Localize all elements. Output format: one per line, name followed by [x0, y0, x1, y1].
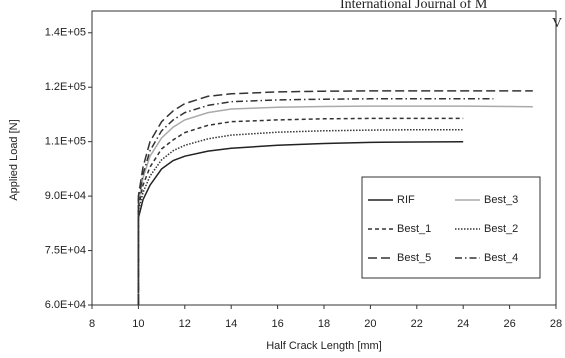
legend-label: RIF	[397, 194, 415, 206]
series-line	[137, 128, 464, 305]
y-tick-label: 1.2E+05	[45, 81, 86, 93]
y-axis-title: Applied Load [N]	[8, 119, 20, 200]
header-text: International Journal of M	[340, 0, 488, 12]
header-fragment: V	[552, 16, 562, 31]
y-tick-label: 6.0E+04	[45, 299, 86, 311]
series-line	[137, 90, 533, 305]
series-line	[137, 140, 464, 305]
legend-label: Best_1	[397, 223, 431, 235]
x-tick-label: 14	[225, 318, 237, 330]
x-tick-label: 8	[89, 318, 95, 330]
x-tick-label: 16	[271, 318, 283, 330]
x-tick-label: 24	[457, 318, 469, 330]
x-tick-label: 20	[364, 318, 376, 330]
legend-label: Best_5	[397, 252, 431, 264]
y-tick-label: 9.0E+04	[45, 190, 86, 202]
x-tick-label: 12	[179, 318, 191, 330]
x-tick-label: 10	[132, 318, 144, 330]
x-axis-title: Half Crack Length [mm]	[266, 340, 382, 352]
x-tick-label: 18	[318, 318, 330, 330]
y-tick-label: 1.4E+05	[45, 27, 86, 39]
series-line	[137, 105, 533, 305]
y-tick-label: 1.1E+05	[45, 136, 86, 148]
series-line	[137, 98, 494, 305]
x-tick-label: 28	[550, 318, 562, 330]
legend-label: Best_4	[484, 252, 518, 264]
legend-label: Best_3	[484, 194, 518, 206]
legend-label: Best_2	[484, 223, 518, 235]
legend-box	[361, 176, 541, 279]
x-tick-label: 22	[411, 318, 423, 330]
y-tick-label: 7.5E+04	[45, 244, 86, 256]
x-tick-label: 26	[503, 318, 515, 330]
